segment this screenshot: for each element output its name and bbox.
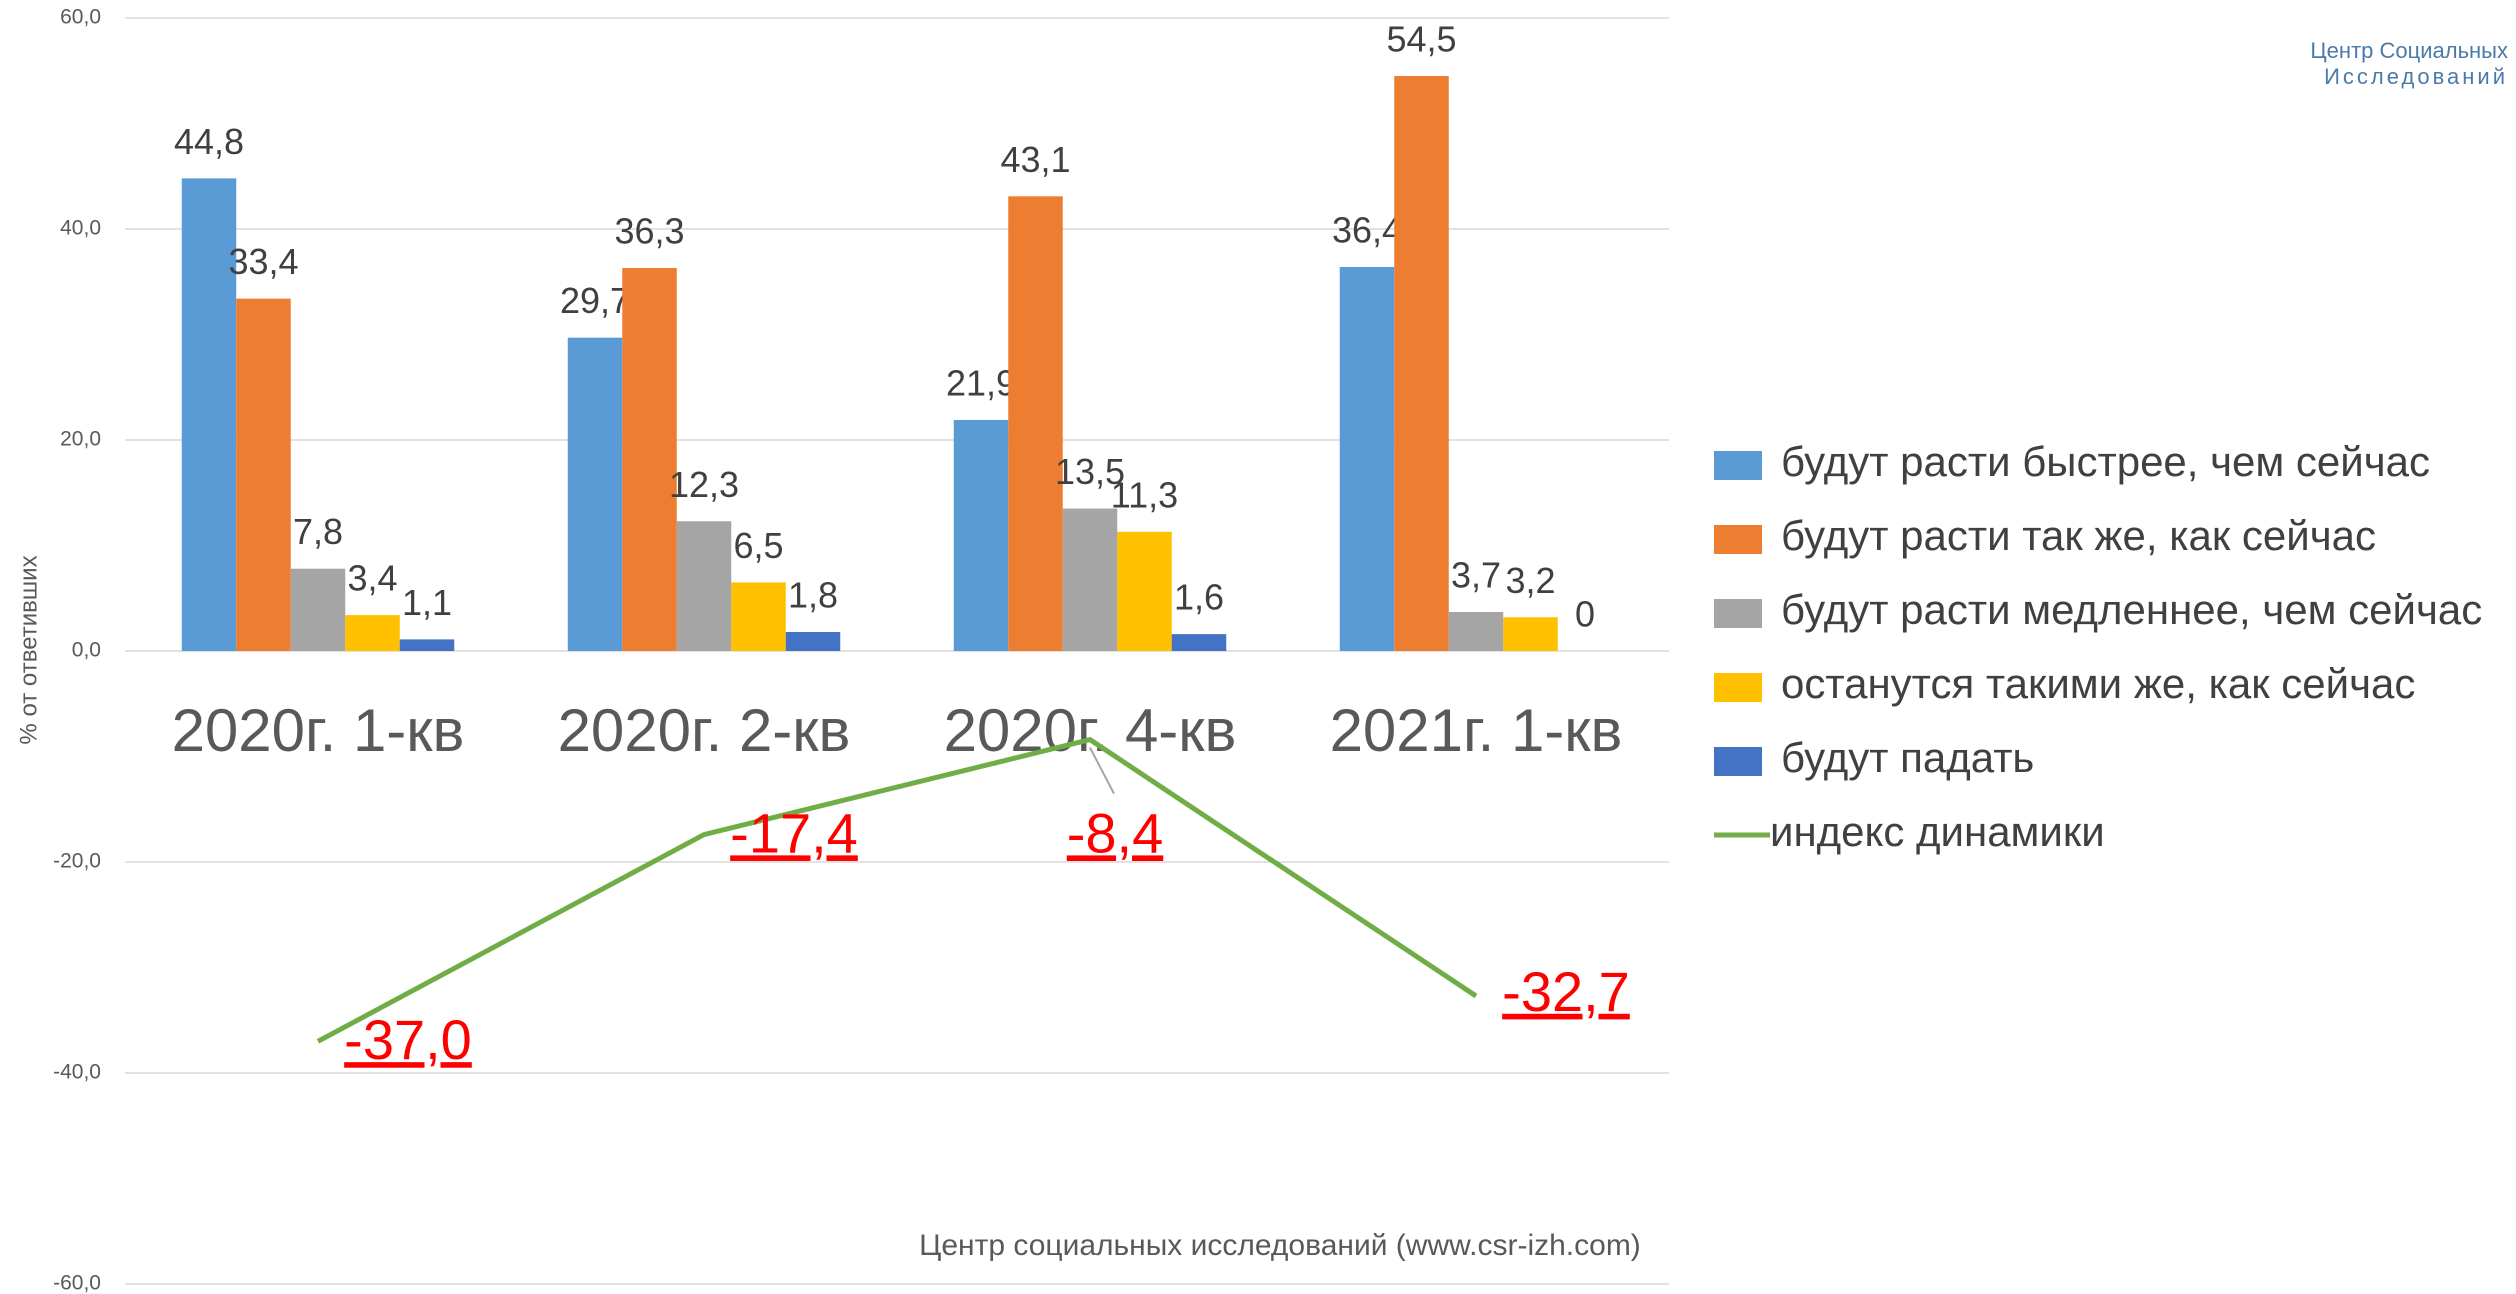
bar-value-label: 33,4 <box>228 241 298 282</box>
legend-swatch <box>1714 525 1762 554</box>
y-tick-label: -20,0 <box>53 850 101 873</box>
bar <box>1339 266 1395 651</box>
bar-value-label: 1,8 <box>788 575 838 616</box>
bar <box>1171 634 1227 651</box>
line <box>316 736 1478 1044</box>
bar-value-label: 36,4 <box>1332 209 1402 250</box>
bar-value-label: 12,3 <box>669 464 739 505</box>
bar <box>1394 76 1449 651</box>
bar-value-label: 54,5 <box>1386 19 1456 60</box>
logo-line: Исследований <box>2324 64 2508 89</box>
bar <box>181 178 237 652</box>
bar-value-label: 0 <box>1575 594 1595 635</box>
bar <box>622 268 677 651</box>
bar-value-label: 1,1 <box>402 582 452 623</box>
y-tick-label: 40,0 <box>60 217 101 240</box>
legend-label: будут падать <box>1781 734 2034 781</box>
x-tick-label: 2021г. 1-кв <box>1330 697 1623 764</box>
x-tick-label: 2020г. 2-кв <box>558 697 851 764</box>
bar-value-label: 1,6 <box>1174 577 1224 618</box>
legend-swatch <box>1714 451 1762 480</box>
line-value-label: -32,7 <box>1502 960 1630 1023</box>
y-axis-label: % от ответивших <box>15 555 42 744</box>
bar <box>567 337 623 651</box>
bar <box>345 615 400 651</box>
bar <box>676 521 732 651</box>
bar-value-label: 3,2 <box>1505 560 1555 601</box>
legend-label: будут расти так же, как сейчас <box>1781 512 2376 559</box>
logo-line: Центр Социальных <box>2310 38 2508 63</box>
bar <box>399 639 455 651</box>
bar-value-label: 13,5 <box>1055 451 1125 492</box>
line-value-label: -17,4 <box>730 801 858 864</box>
y-tick-label: 60,0 <box>60 6 101 29</box>
line-value-label: -37,0 <box>344 1008 472 1071</box>
bar <box>1117 531 1172 651</box>
legend-swatch <box>1714 599 1762 628</box>
bar-value-label: 6,5 <box>733 525 783 566</box>
source: Центр социальных исследований (www.csr-i… <box>919 1229 1641 1262</box>
bar <box>785 632 841 651</box>
bar <box>236 298 291 651</box>
y-tick-label: -40,0 <box>53 1061 101 1084</box>
y-tick-label: 20,0 <box>60 428 101 451</box>
bar-value-label: 11,3 <box>1111 474 1178 515</box>
x-tick-label: 2020г. 1-кв <box>172 697 465 764</box>
bar-value-label: 36,3 <box>614 211 684 252</box>
legend-label: останутся такими же, как сейчас <box>1781 660 2415 707</box>
bar <box>1008 196 1063 652</box>
legend-swatch <box>1714 673 1762 702</box>
bar-value-label: 29,7 <box>560 280 630 321</box>
bar-value-label: 7,8 <box>293 511 343 552</box>
bar <box>290 568 346 651</box>
bar-value-label: 44,8 <box>174 121 244 162</box>
y-tick-label: -60,0 <box>53 1272 101 1294</box>
legend-label: будут расти медленнее, чем сейчас <box>1781 586 2482 633</box>
bar <box>1062 508 1118 651</box>
bar-value-label: 43,1 <box>1000 139 1070 180</box>
y-tick-label: 0,0 <box>72 639 101 662</box>
bar-value-label: 3,4 <box>347 558 397 599</box>
bar <box>953 419 1009 651</box>
line-value-label: -8,4 <box>1067 801 1164 864</box>
legend-label: индекс динамики <box>1770 808 2105 855</box>
bar <box>1448 611 1504 651</box>
bar <box>1503 617 1558 651</box>
bar <box>731 582 786 651</box>
bar-value-label: 3,7 <box>1451 554 1501 595</box>
x-tick-label: 2020г. 4-кв <box>944 697 1237 764</box>
legend-label: будут расти быстрее, чем сейчас <box>1781 438 2430 485</box>
leader-line <box>1089 747 1115 795</box>
bar-value-label: 21,9 <box>946 362 1016 403</box>
legend-swatch <box>1714 747 1762 776</box>
